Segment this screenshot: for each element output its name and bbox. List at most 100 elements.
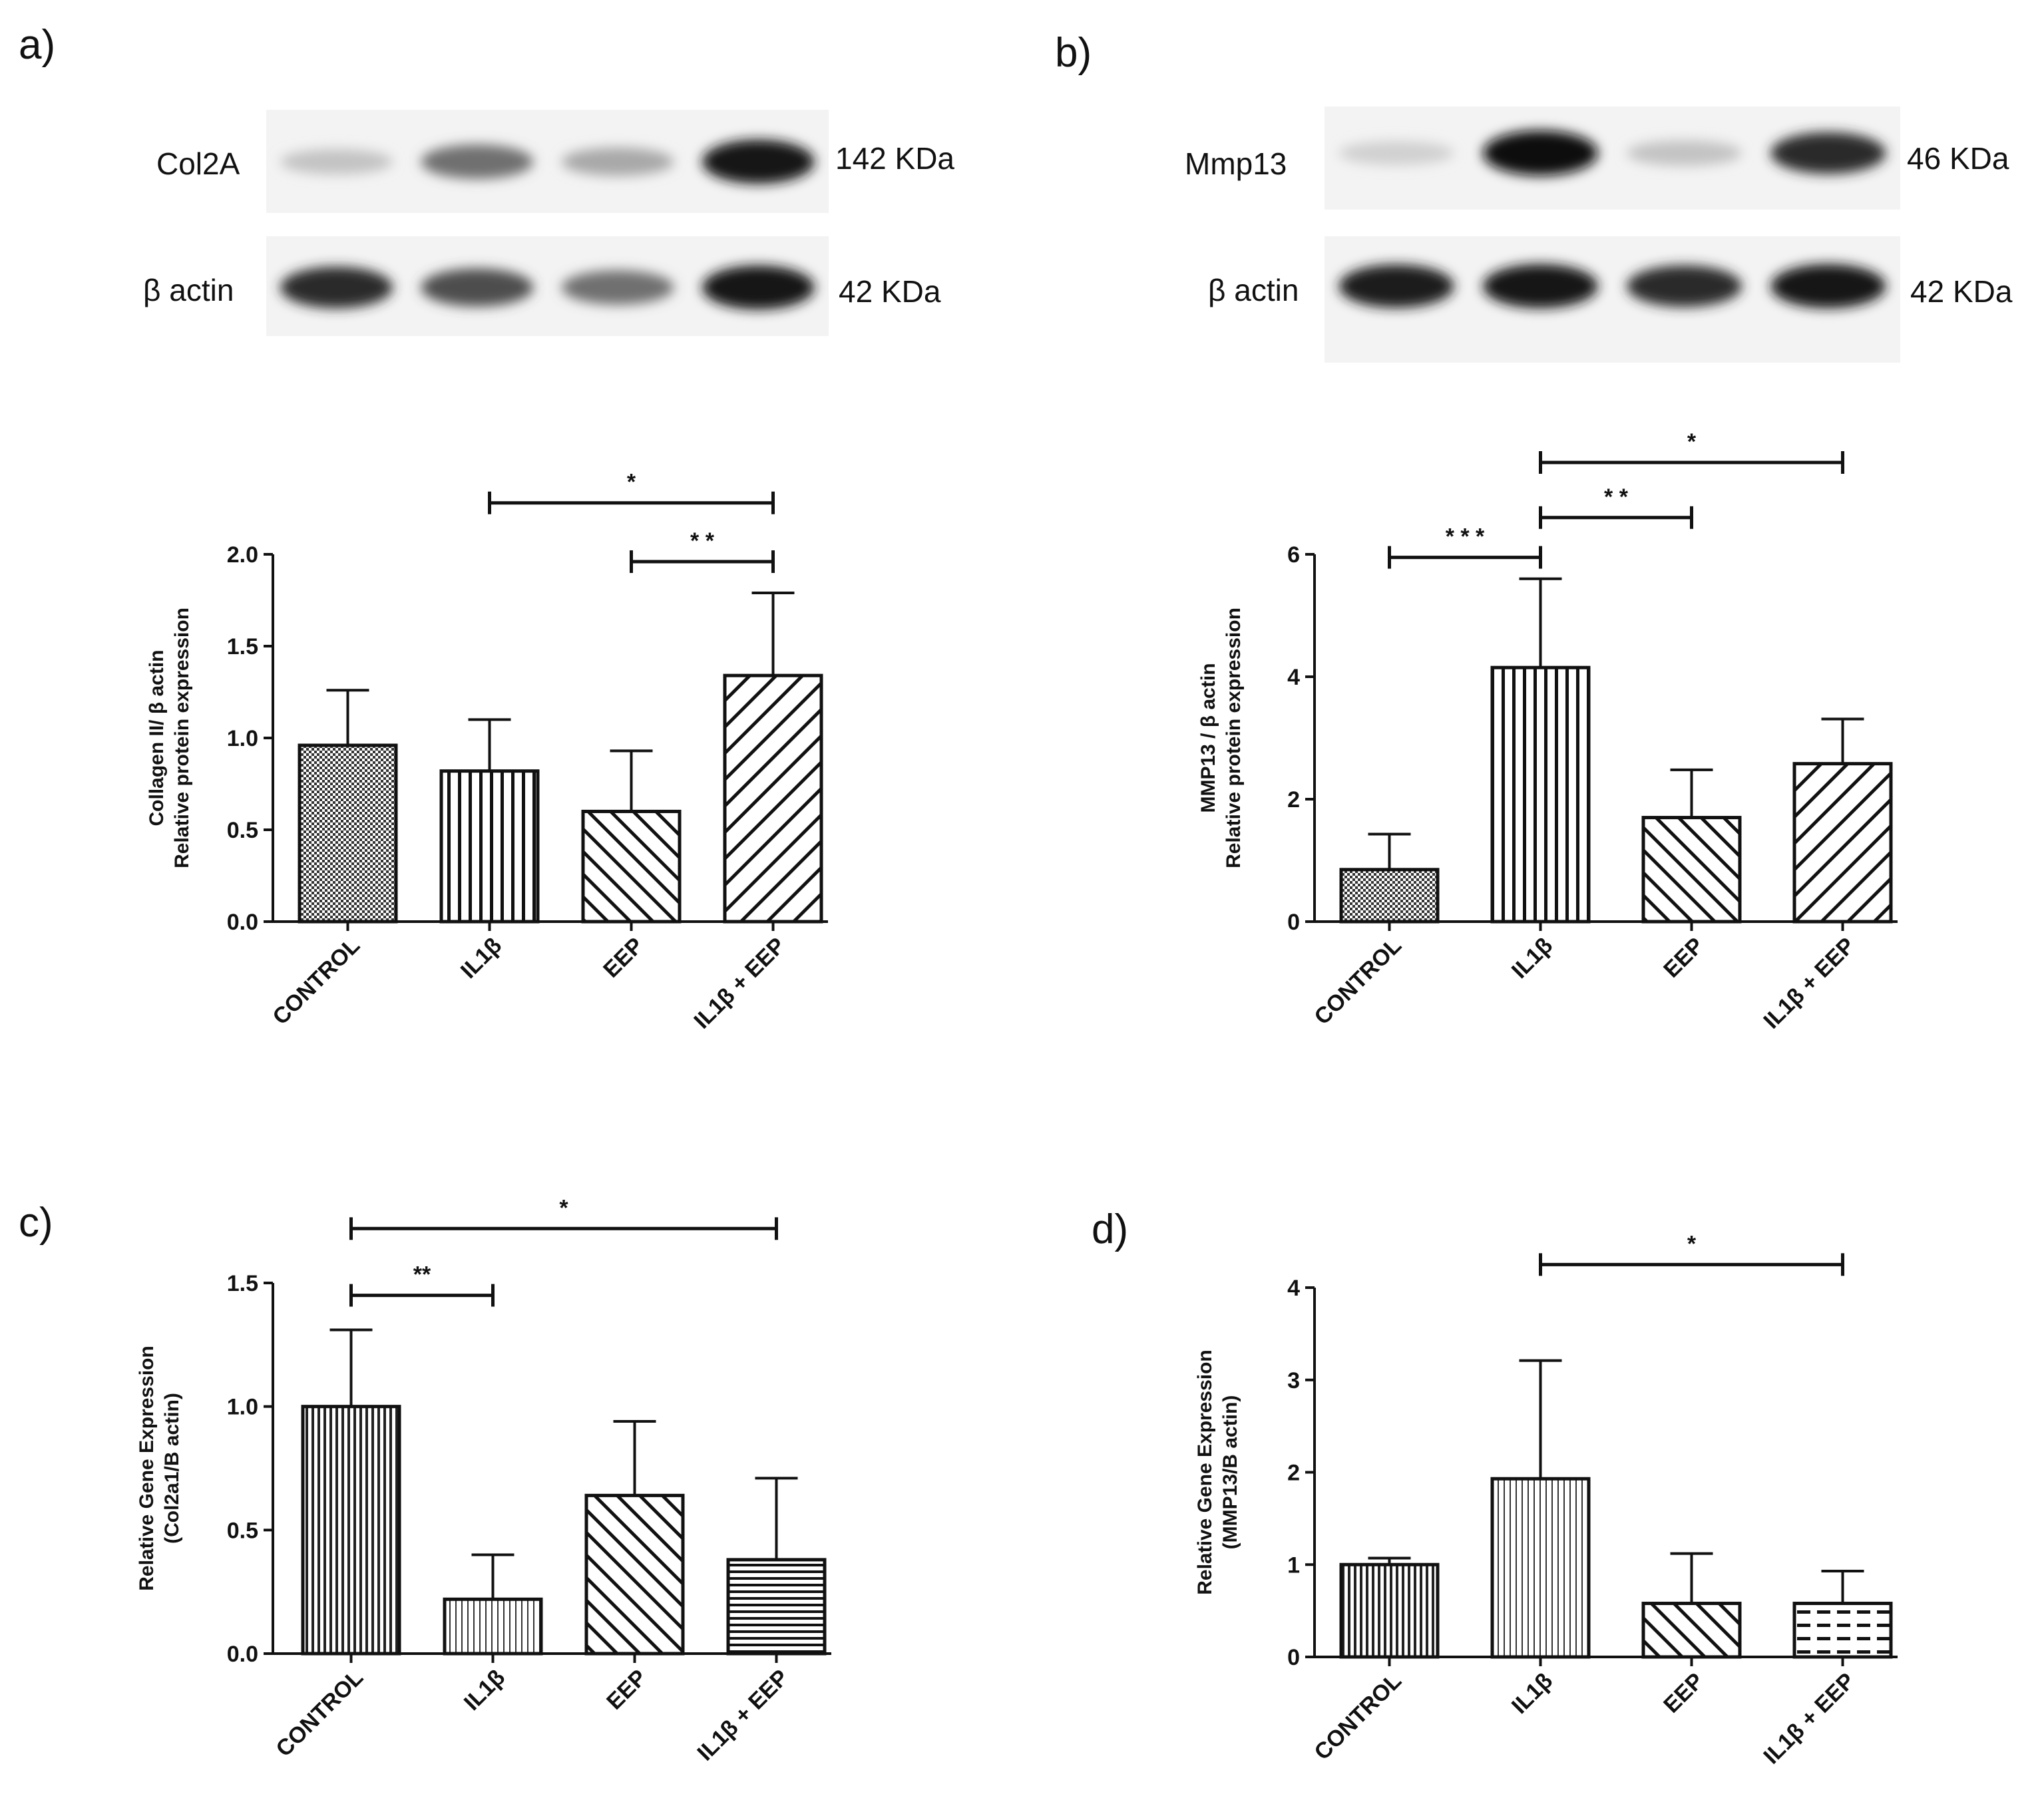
chart-a-ylabel-line-0: Collagen II/ β actin bbox=[146, 649, 168, 826]
chart-a-ytick-label: 1.5 bbox=[227, 634, 258, 659]
chart-a-bar-0 bbox=[298, 743, 398, 924]
chart-b-ytick-label: 6 bbox=[1287, 542, 1300, 568]
chart-a-ytick-label: 1.0 bbox=[227, 726, 258, 751]
panel-letter-b: b) bbox=[1055, 30, 1092, 76]
chart-a-bar-1 bbox=[439, 769, 540, 924]
chart-d: 0 1 2 3 4 Relative Gene Expression (MMP13/B ac… bbox=[1194, 1231, 1898, 1769]
chart-d-category-3: IL1β + EEP bbox=[1758, 1668, 1860, 1769]
chart-d-ylabel-line-0: Relative Gene Expression bbox=[1194, 1350, 1216, 1595]
chart-b-bar-3 bbox=[1792, 762, 1893, 924]
chart-c-bar-1 bbox=[443, 1597, 543, 1656]
chart-c-category-0: CONTROL bbox=[271, 1665, 368, 1762]
blot-b-row-1-band-3 bbox=[1770, 264, 1886, 309]
chart-c-bar-3 bbox=[726, 1558, 827, 1656]
blot-b-row-0-band-0 bbox=[1338, 140, 1454, 166]
chart-c-ytick-label: 0.0 bbox=[227, 1642, 258, 1667]
blot-a-row-1-band-2 bbox=[561, 270, 674, 305]
chart-a-sig-label-1: * * bbox=[690, 528, 715, 554]
chart-c-category-3: IL1β + EEP bbox=[692, 1665, 793, 1766]
chart-d-ytick-label: 2 bbox=[1287, 1461, 1300, 1486]
blot-a-row-1-kda: 42 KDa bbox=[839, 274, 941, 309]
chart-c-ylabel-line-0: Relative Gene Expression bbox=[136, 1346, 158, 1591]
blot-a-row-0-label: Col2A bbox=[156, 146, 240, 181]
chart-d-ytick-label: 0 bbox=[1287, 1645, 1300, 1670]
chart-c-bar-0 bbox=[301, 1405, 401, 1656]
chart-d-ytick-label: 3 bbox=[1287, 1368, 1300, 1393]
blot-b-row-0-kda: 46 KDa bbox=[1907, 141, 2009, 176]
chart-d-bar-1 bbox=[1490, 1477, 1591, 1659]
chart-b-ytick-label: 2 bbox=[1287, 787, 1300, 812]
chart-a-sig-label-0: * bbox=[627, 470, 636, 495]
chart-d-category-1: IL1β bbox=[1507, 1668, 1557, 1719]
blot-b-row-1-kda: 42 KDa bbox=[1910, 274, 2013, 309]
chart-a-category-1: IL1β bbox=[456, 933, 507, 984]
chart-a-bar-3 bbox=[723, 673, 823, 924]
chart-d-bar-0 bbox=[1339, 1562, 1440, 1659]
blot-a-row-1-bands bbox=[280, 265, 815, 310]
blot-b-row-1-band-0 bbox=[1338, 264, 1454, 308]
blot-a-row-1-band-3 bbox=[702, 265, 815, 310]
blot-a-row-0-band-2 bbox=[561, 147, 674, 176]
blot-b-row-0-label: Mmp13 bbox=[1185, 146, 1287, 181]
blot-b-row-1-label: β actin bbox=[1208, 273, 1299, 307]
chart-a-ytick-label: 2.0 bbox=[227, 542, 258, 568]
chart-b-ylabel-line-0: MMP13 / β actin bbox=[1197, 663, 1219, 812]
blot-b-row-0-band-1 bbox=[1482, 130, 1598, 176]
chart-d-bar-2 bbox=[1641, 1602, 1742, 1659]
chart-b-bar-2 bbox=[1641, 816, 1742, 924]
chart-c-ytick-label: 1.5 bbox=[227, 1271, 258, 1296]
blot-a-row-0-band-3 bbox=[702, 139, 815, 184]
chart-c-ytick-label: 1.0 bbox=[227, 1395, 258, 1420]
chart-d-ylabel-line-1: (MMP13/B actin) bbox=[1219, 1395, 1241, 1550]
chart-d-category-0: CONTROL bbox=[1309, 1668, 1406, 1765]
chart-d-bar-3 bbox=[1792, 1602, 1893, 1659]
chart-c-sig-label-0: * bbox=[559, 1195, 568, 1220]
chart-c: 0.0 0.5 1.0 1.5 Relative Gene Expression (Col… bbox=[136, 1195, 831, 1766]
chart-a-category-3: IL1β + EEP bbox=[689, 933, 790, 1034]
blot-b-row-0-bands bbox=[1338, 130, 1886, 176]
blot-a-row-0-band-1 bbox=[421, 144, 534, 179]
blot-b-row-0-band-2 bbox=[1627, 140, 1742, 166]
chart-b-sig-label-2: * * * bbox=[1446, 524, 1485, 550]
panel-letter-c: c) bbox=[19, 1200, 53, 1246]
chart-d-sig-label-0: * bbox=[1687, 1231, 1697, 1256]
chart-a-category-0: CONTROL bbox=[268, 933, 365, 1030]
chart-c-bar-2 bbox=[584, 1493, 685, 1656]
chart-a-bar-2 bbox=[581, 809, 682, 924]
chart-c-sig-label-1: ** bbox=[413, 1262, 431, 1288]
chart-b-ytick-label: 0 bbox=[1287, 910, 1300, 935]
chart-a: 0.0 0.5 1.0 1.5 2.0 Collagen II/ β actin Relat… bbox=[146, 470, 828, 1034]
chart-b-ylabel-line-1: Relative protein expression bbox=[1223, 608, 1245, 868]
panel-letter-a: a) bbox=[19, 22, 55, 68]
chart-a-ytick-label: 0.0 bbox=[227, 910, 258, 935]
chart-d-category-2: EEP bbox=[1659, 1668, 1709, 1718]
chart-a-category-2: EEP bbox=[598, 933, 648, 983]
chart-c-category-1: IL1β bbox=[459, 1665, 510, 1715]
chart-b-ytick-label: 4 bbox=[1287, 665, 1300, 690]
chart-b-category-2: EEP bbox=[1659, 933, 1709, 983]
chart-c-ylabel-line-1: (Col2a1/B actin) bbox=[161, 1393, 183, 1544]
blot-a-row-0-kda: 142 KDa bbox=[835, 141, 954, 176]
chart-d-ytick-label: 4 bbox=[1287, 1276, 1300, 1301]
blot-b-row-1-bands bbox=[1338, 264, 1886, 309]
chart-b: 0 2 4 6 MMP13 / β actin Relative protein expr… bbox=[1197, 429, 1898, 1034]
chart-b-bar-1 bbox=[1490, 665, 1591, 924]
chart-d-ytick-label: 1 bbox=[1287, 1552, 1300, 1578]
chart-a-ytick-label: 0.5 bbox=[227, 818, 258, 843]
panel-letter-d: d) bbox=[1092, 1206, 1128, 1252]
blot-b-row-0-band-3 bbox=[1770, 132, 1886, 174]
chart-b-category-0: CONTROL bbox=[1309, 933, 1406, 1030]
chart-a-ylabel-line-1: Relative protein expression bbox=[171, 608, 193, 868]
blot-a: Col2A 142 KDa β actin 42 KDa bbox=[143, 110, 954, 336]
chart-b-category-3: IL1β + EEP bbox=[1758, 933, 1860, 1034]
chart-b-bar-0 bbox=[1339, 868, 1440, 924]
blot-b: Mmp13 46 KDa β actin 42 KDa bbox=[1185, 106, 2013, 363]
chart-b-sig-label-0: * bbox=[1687, 429, 1697, 454]
blot-a-row-1-band-1 bbox=[421, 268, 534, 307]
chart-c-ytick-label: 0.5 bbox=[227, 1518, 258, 1543]
blot-b-row-1-band-2 bbox=[1627, 265, 1742, 307]
chart-b-sig-label-1: * * bbox=[1604, 484, 1629, 510]
blot-a-row-1-label: β actin bbox=[143, 273, 234, 307]
chart-c-category-2: EEP bbox=[602, 1665, 652, 1715]
